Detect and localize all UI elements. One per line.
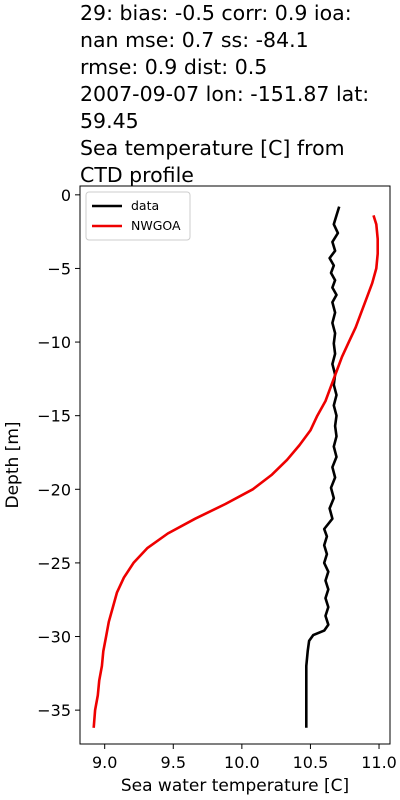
y-tick-label: −35 [37,701,71,720]
x-tick-label: 9.5 [161,753,186,772]
y-axis-label: Depth [m] [3,421,23,508]
y-tick-label: −5 [47,259,71,278]
legend-label: data [131,198,159,213]
title-line: 59.45 [80,109,139,133]
x-axis: 9.0 9.5 10.0 10.5 11.0 [92,744,397,772]
y-tick-label: −30 [37,628,71,647]
y-tick-label: −25 [37,554,71,573]
series-line-data [304,206,341,728]
title-line: Sea temperature [C] from [80,136,345,160]
y-axis: 0 −5 −10 −15 −20 −25 −30 −35 [37,186,80,720]
title-line: 2007-09-07 lon: -151.87 lat: [80,82,370,106]
plot-frame [79,185,391,745]
y-tick-label: −15 [37,407,71,426]
series-layer [92,206,380,728]
series-line-nwgoa [92,215,380,728]
y-tick-label: 0 [61,186,71,205]
legend-label: NWGOA [131,218,181,233]
x-tick-label: 11.0 [361,753,397,772]
chart-title: 29: bias: -0.5 corr: 0.9 ioa: nan mse: 0… [80,0,398,189]
y-tick-label: −20 [37,480,71,499]
x-tick-label: 10.5 [293,753,329,772]
title-line: nan mse: 0.7 ss: -84.1 [80,28,309,52]
x-tick-label: 10.0 [224,753,260,772]
x-axis-label: Sea water temperature [C] [121,776,349,796]
legend-box [85,191,191,241]
legend: data NWGOA [85,191,191,241]
title-line: 29: bias: -0.5 corr: 0.9 ioa: [80,1,352,25]
x-tick-label: 9.0 [92,753,117,772]
title-line: rmse: 0.9 dist: 0.5 [80,55,268,79]
y-tick-label: −10 [37,333,71,352]
title-line: CTD profile [80,163,194,187]
